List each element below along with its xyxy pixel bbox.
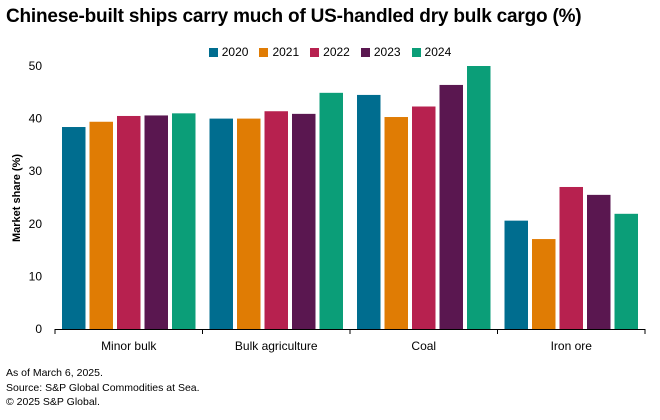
y-axis-label: Market share (%)	[11, 154, 23, 242]
footer-copyright: © 2025 S&P Global.	[6, 396, 100, 408]
footer: As of March 6, 2025. Source: S&P Global …	[6, 366, 200, 410]
bar-coal-2023	[439, 84, 463, 329]
bar-iron-ore-2020	[504, 220, 528, 329]
x-tick-label-coal: Coal	[411, 339, 436, 353]
bar-coal-2021	[384, 117, 408, 329]
y-tick-label-3: 30	[29, 164, 43, 178]
legend-item-2024: 2024	[411, 45, 452, 59]
y-tick-label-1: 10	[29, 269, 43, 283]
legend-label-2023: 2023	[373, 45, 401, 59]
legend-label-2024: 2024	[424, 45, 452, 59]
footer-source: Source: S&P Global Commodities at Sea.	[6, 381, 200, 394]
legend: 2020 2021 2022 2023 2024	[0, 45, 660, 59]
bar-minor-bulk-2021	[89, 121, 113, 329]
bar-minor-bulk-2022	[117, 115, 141, 329]
x-axis-category-ticks	[54, 329, 646, 334]
y-tick-label-2: 20	[29, 217, 43, 231]
x-axis-labels: Minor bulk Bulk agriculture Coal Iron ore	[101, 339, 592, 353]
bar-bulk-agriculture-2023	[292, 113, 316, 329]
footer-note: As of March 6, 2025.	[6, 367, 103, 379]
legend-swatch-2024	[411, 47, 421, 57]
y-tick-label-5: 50	[29, 59, 43, 73]
legend-item-2021: 2021	[259, 45, 299, 59]
x-tick-label-iron-ore: Iron ore	[551, 339, 593, 353]
x-tick-label-minor-bulk: Minor bulk	[101, 339, 157, 353]
bar-coal-2022	[412, 106, 436, 329]
bar-iron-ore-2022	[559, 186, 583, 329]
bar-iron-ore-2024	[614, 213, 638, 329]
y-tick-label-0: 0	[35, 322, 42, 336]
bars	[62, 66, 638, 330]
bar-bulk-agriculture-2022	[264, 111, 288, 330]
legend-swatch-2022	[310, 47, 320, 57]
bar-iron-ore-2021	[532, 239, 556, 329]
bar-bulk-agriculture-2024	[319, 92, 343, 330]
legend-label-2022: 2022	[323, 45, 350, 59]
y-axis-ticks: 0 10 20 30 40 50	[29, 59, 43, 336]
bar-minor-bulk-2024	[172, 113, 196, 329]
bar-coal-2020	[357, 94, 381, 330]
bar-minor-bulk-2020	[62, 127, 86, 330]
legend-label-2020: 2020	[221, 45, 249, 59]
legend-swatch-2020	[208, 47, 218, 57]
bar-minor-bulk-2023	[144, 115, 168, 329]
legend-item-2023: 2023	[360, 45, 401, 59]
bar-iron-ore-2023	[587, 194, 611, 329]
bar-coal-2024	[467, 66, 491, 329]
legend-label-2021: 2021	[272, 45, 300, 59]
legend-swatch-2021	[259, 47, 269, 57]
chart-title: Chinese-built ships carry much of US-han…	[6, 6, 582, 27]
legend-item-2020: 2020	[208, 45, 249, 59]
bar-bulk-agriculture-2021	[237, 118, 261, 329]
legend-swatch-2023	[360, 47, 370, 57]
bar-bulk-agriculture-2020	[209, 118, 233, 329]
x-tick-label-bulk-agriculture: Bulk agriculture	[235, 339, 318, 353]
legend-item-2022: 2022	[310, 45, 350, 59]
y-tick-label-4: 40	[29, 112, 43, 126]
